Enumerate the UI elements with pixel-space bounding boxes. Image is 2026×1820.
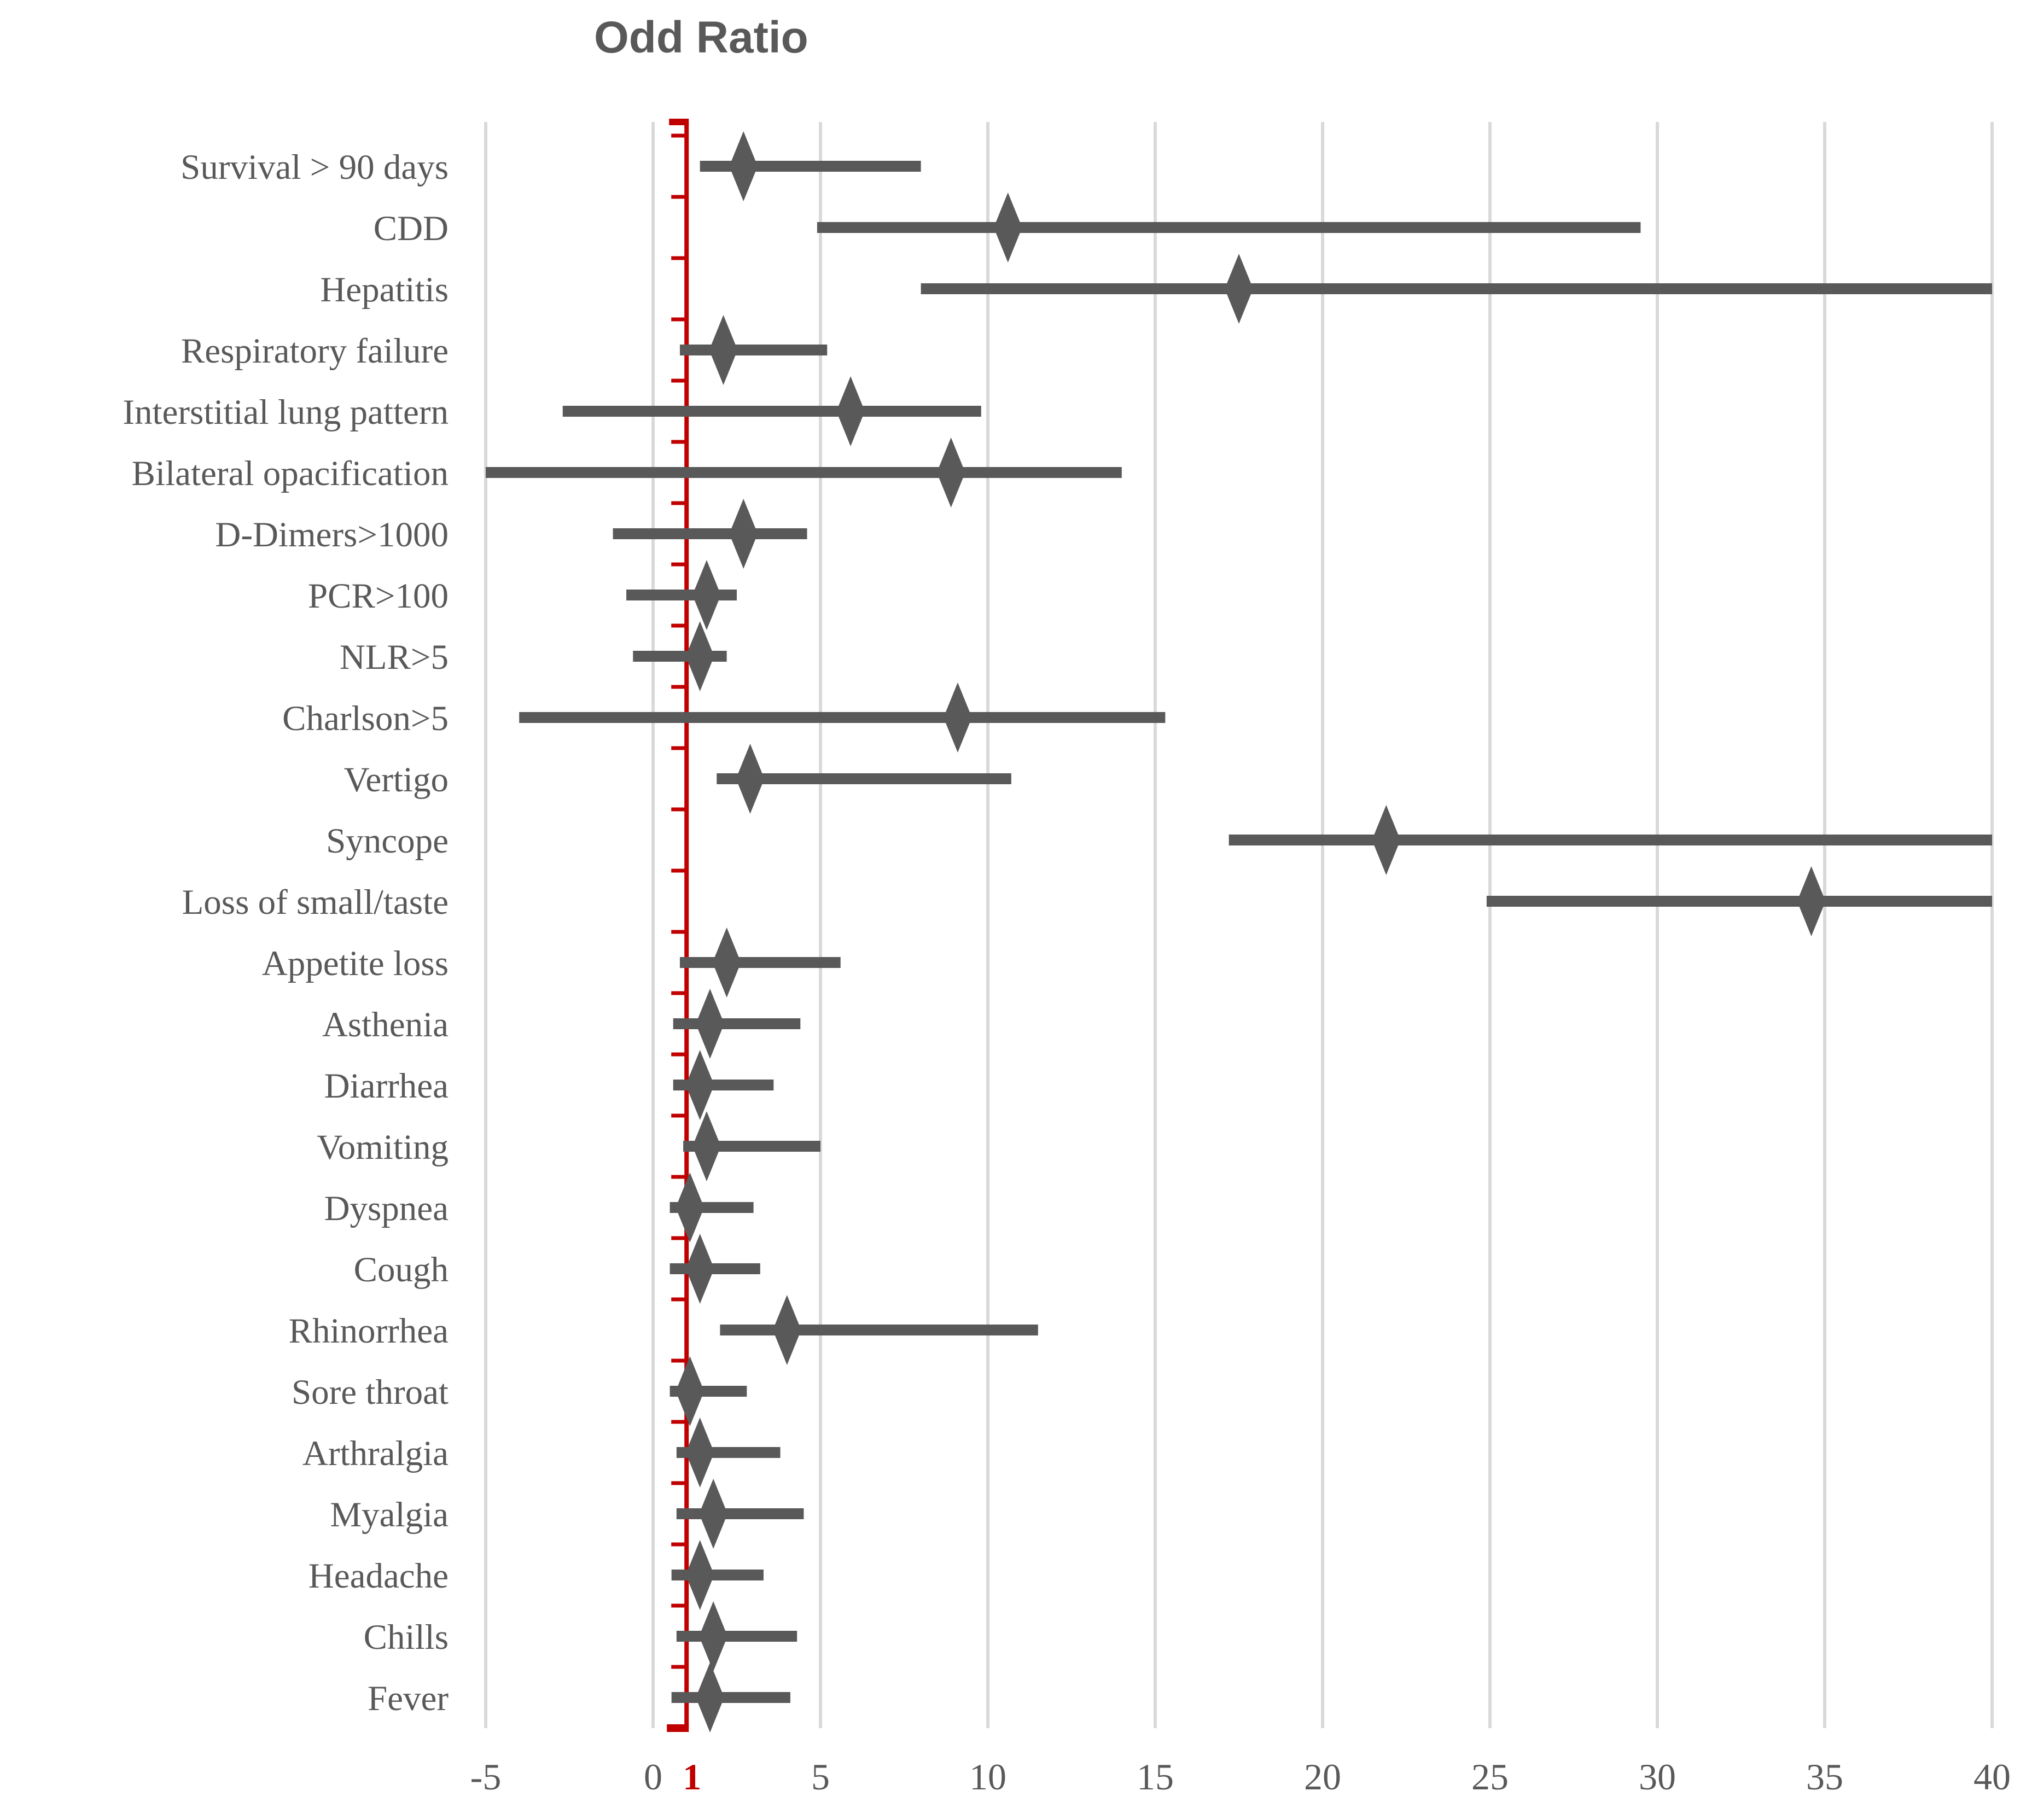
category-label: Sore throat bbox=[292, 1373, 449, 1412]
or-diamond bbox=[1372, 805, 1401, 875]
category-label: Survival > 90 days bbox=[181, 148, 449, 187]
ci-bar bbox=[671, 1570, 764, 1580]
x-tick-label: 10 bbox=[969, 1756, 1006, 1798]
ci-bar bbox=[673, 1018, 801, 1029]
x-tick-label: 1 bbox=[683, 1756, 701, 1798]
or-diamond bbox=[836, 376, 865, 446]
category-label: Diarrhea bbox=[324, 1066, 449, 1106]
ci-bar bbox=[613, 528, 807, 539]
or-diamond bbox=[685, 621, 714, 691]
category-label: Hepatitis bbox=[320, 270, 449, 310]
category-label: Asthenia bbox=[322, 1005, 449, 1045]
ci-bar bbox=[817, 222, 1641, 233]
ci-bar bbox=[921, 283, 1992, 294]
or-diamond bbox=[699, 1479, 728, 1549]
or-diamond bbox=[692, 560, 721, 630]
ci-bar bbox=[562, 406, 981, 417]
category-label: Vomiting bbox=[317, 1128, 449, 1167]
x-tick-label: 40 bbox=[1973, 1756, 2011, 1798]
x-tick-label: 5 bbox=[811, 1756, 830, 1798]
or-diamond bbox=[772, 1295, 801, 1365]
or-diamond bbox=[736, 744, 765, 814]
ci-bar bbox=[669, 1263, 760, 1274]
category-label: Arthralgia bbox=[302, 1434, 449, 1473]
or-diamond bbox=[685, 1050, 714, 1120]
category-label: Cough bbox=[354, 1250, 449, 1290]
or-diamond bbox=[729, 131, 758, 201]
category-label: Interstitial lung pattern bbox=[123, 393, 449, 432]
or-diamond bbox=[692, 1111, 721, 1181]
or-diamond bbox=[993, 192, 1022, 262]
or-diamond bbox=[699, 1601, 728, 1671]
ci-bar bbox=[676, 1631, 797, 1642]
ci-bar bbox=[679, 957, 841, 968]
or-diamond bbox=[696, 989, 725, 1059]
category-label: Charlson>5 bbox=[282, 699, 449, 738]
category-label: Myalgia bbox=[330, 1495, 449, 1535]
ci-bar bbox=[1229, 835, 1992, 845]
or-diamond bbox=[676, 1172, 705, 1242]
or-diamond bbox=[712, 928, 741, 998]
ci-bar bbox=[676, 1508, 804, 1519]
x-tick-label: 20 bbox=[1304, 1756, 1341, 1798]
category-label: Syncope bbox=[326, 821, 449, 861]
or-diamond bbox=[685, 1234, 714, 1304]
or-diamond bbox=[1797, 866, 1826, 936]
ci-bar bbox=[519, 712, 1166, 723]
x-tick-label: 0 bbox=[644, 1756, 662, 1798]
category-label: Fever bbox=[368, 1679, 449, 1718]
category-label: Vertigo bbox=[344, 760, 449, 800]
ci-bar bbox=[717, 773, 1011, 784]
x-tick-label: 30 bbox=[1639, 1756, 1676, 1798]
category-label: Chills bbox=[364, 1618, 449, 1657]
category-label: Respiratory failure bbox=[181, 331, 449, 371]
category-label: Headache bbox=[308, 1556, 449, 1596]
x-tick-label: -5 bbox=[470, 1756, 502, 1798]
or-diamond bbox=[936, 438, 965, 508]
or-diamond bbox=[1225, 254, 1253, 324]
x-tick-label: 35 bbox=[1806, 1756, 1843, 1798]
chart-title: Odd Ratio bbox=[594, 13, 808, 62]
category-label: Appetite loss bbox=[262, 944, 449, 983]
ci-bar bbox=[679, 345, 828, 355]
x-tick-label: 25 bbox=[1471, 1756, 1509, 1798]
or-diamond bbox=[696, 1662, 725, 1732]
or-diamond bbox=[943, 682, 972, 752]
ci-bar bbox=[486, 467, 1122, 478]
or-diamond bbox=[685, 1540, 714, 1610]
or-diamond bbox=[709, 315, 738, 385]
ci-bar bbox=[1486, 896, 1992, 907]
category-label: Dyspnea bbox=[324, 1189, 449, 1228]
or-diamond bbox=[676, 1356, 705, 1426]
category-label: Loss of small/taste bbox=[182, 883, 449, 922]
category-label: NLR>5 bbox=[340, 638, 449, 677]
category-label: PCR>100 bbox=[308, 576, 449, 616]
ci-bar bbox=[671, 1692, 790, 1703]
ci-bar bbox=[720, 1325, 1038, 1335]
category-label: Rhinorrhea bbox=[289, 1311, 449, 1351]
x-tick-label: 15 bbox=[1137, 1756, 1174, 1798]
category-label: D-Dimers>1000 bbox=[215, 515, 449, 555]
category-label: Bilateral opacification bbox=[132, 454, 449, 493]
or-diamond bbox=[685, 1418, 714, 1488]
category-label: CDD bbox=[374, 209, 449, 248]
or-diamond bbox=[729, 499, 758, 569]
